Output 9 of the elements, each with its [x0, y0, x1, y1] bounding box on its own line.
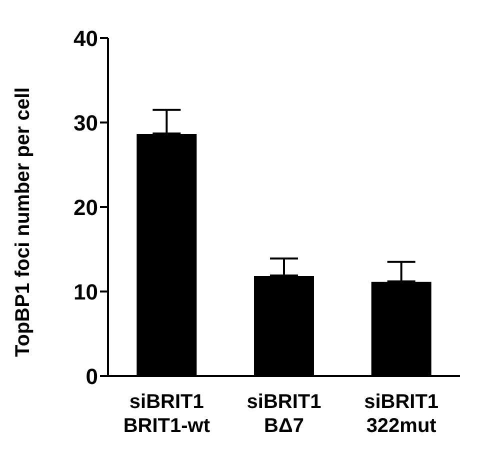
y-tick-label: 0 [86, 364, 98, 389]
y-tick-label: 10 [74, 279, 98, 304]
x-tick-label: siBRIT1 322mut [364, 391, 439, 437]
y-tick-label: 30 [74, 110, 98, 136]
y-axis-title: TopBP1 foci number per cell [12, 87, 34, 357]
x-tick-label: siBRIT1 BRIT1-wt [123, 391, 210, 437]
x-tick-label: siBRIT1 BΔ7 [246, 391, 322, 437]
y-tick-label: 40 [74, 26, 98, 51]
y-tick-label: 20 [74, 194, 98, 220]
